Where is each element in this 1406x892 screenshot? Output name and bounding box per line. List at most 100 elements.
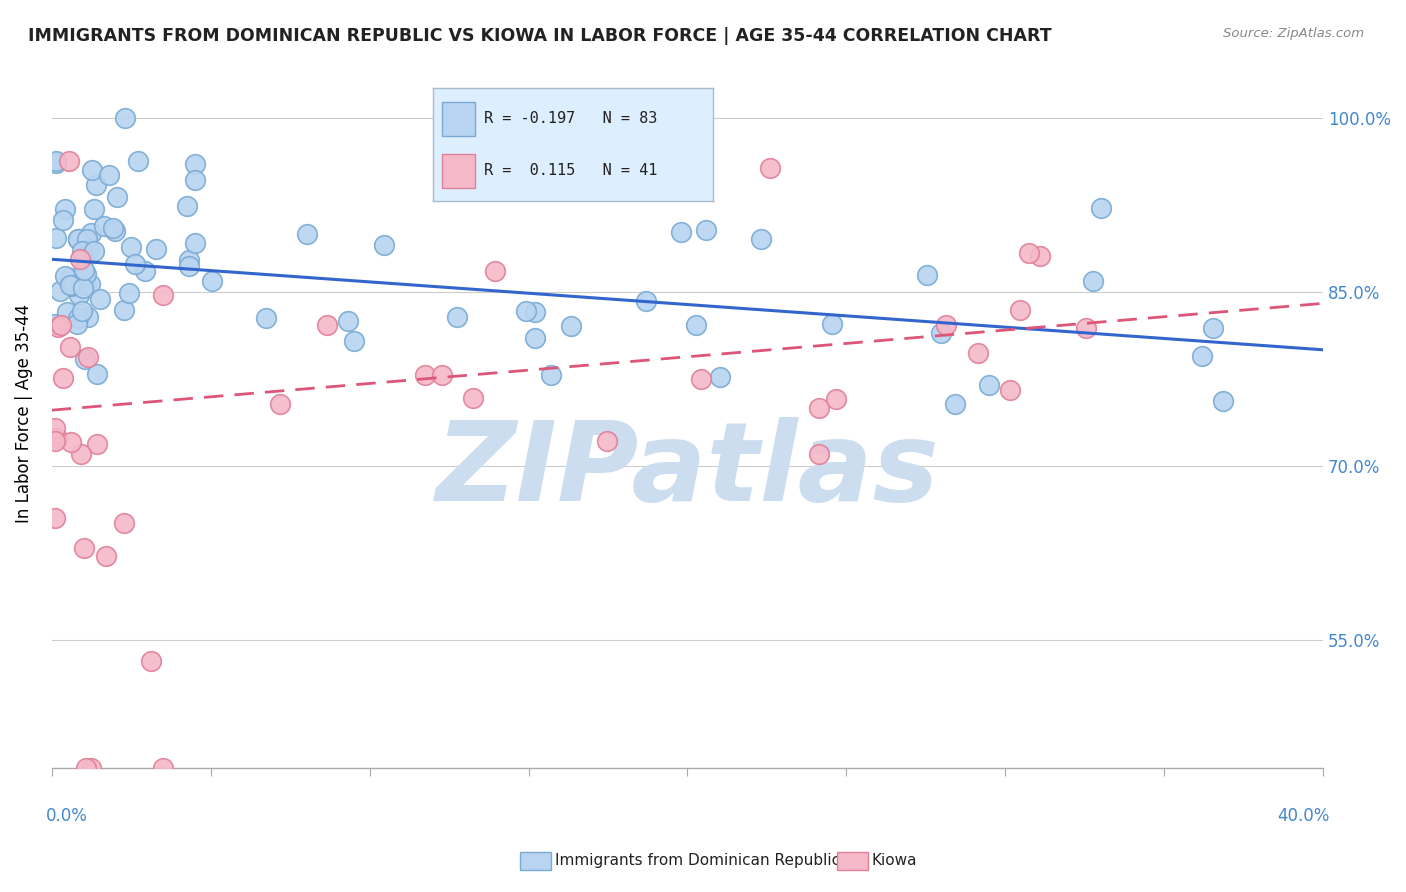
Point (62, 277, 84, 292)
Point (69, 252, 91, 267)
Point (484, 264, 506, 278)
Point (127, 153, 149, 168)
Point (75, 278, 97, 293)
Point (75, 267, 97, 281)
Point (45, 154, 67, 169)
Point (152, 761, 174, 775)
Point (80, 163, 103, 178)
Point (79, 277, 101, 291)
Point (66, 232, 89, 246)
Point (1018, 246, 1040, 260)
Point (430, 368, 453, 382)
Point (1191, 349, 1213, 363)
Point (124, 256, 146, 270)
Point (177, 259, 200, 273)
Point (184, 157, 207, 171)
Point (72, 303, 94, 318)
Point (758, 161, 780, 175)
Point (145, 242, 167, 256)
Point (44, 421, 66, 435)
Point (929, 326, 952, 341)
Point (373, 238, 395, 252)
Point (86, 367, 108, 381)
Point (83, 202, 105, 216)
Text: Source: ZipAtlas.com: Source: ZipAtlas.com (1223, 27, 1364, 40)
Point (998, 383, 1021, 397)
Point (120, 240, 142, 254)
Point (94, 549, 117, 564)
Point (179, 252, 201, 267)
Point (83, 244, 105, 259)
Point (77, 351, 100, 365)
Point (86, 437, 108, 451)
Point (1076, 321, 1098, 335)
Point (297, 227, 319, 242)
Point (55, 202, 77, 216)
Point (139, 654, 162, 668)
Text: Immigrants from Dominican Republic: Immigrants from Dominican Republic (555, 854, 841, 868)
Point (821, 317, 844, 331)
Point (53, 269, 76, 284)
Point (523, 331, 546, 345)
Point (45, 431, 67, 445)
Point (515, 303, 537, 318)
Point (98, 168, 121, 182)
Point (915, 268, 938, 283)
Point (943, 397, 966, 411)
Point (935, 318, 957, 332)
Point (66, 318, 89, 332)
Point (101, 221, 124, 235)
Point (114, 112, 136, 126)
Text: 40.0%: 40.0% (1277, 806, 1330, 824)
Point (118, 286, 141, 301)
Point (44, 434, 66, 449)
Point (685, 318, 707, 333)
Point (59, 271, 82, 285)
Point (540, 368, 562, 382)
Point (201, 274, 224, 288)
Point (72, 281, 94, 295)
Point (690, 372, 713, 386)
Point (634, 294, 657, 309)
Point (1083, 274, 1105, 288)
Point (59, 340, 82, 354)
Point (73, 352, 96, 367)
Point (67, 288, 90, 302)
Point (1010, 303, 1032, 318)
Point (49, 284, 72, 298)
Point (76, 310, 98, 324)
Point (807, 447, 830, 461)
Point (67, 310, 90, 325)
Point (1212, 393, 1234, 408)
Point (825, 392, 848, 406)
Point (55, 304, 77, 318)
Point (343, 334, 366, 348)
Point (84, 178, 107, 193)
Point (254, 311, 277, 326)
Point (413, 368, 436, 382)
Point (80, 761, 103, 775)
Point (73, 541, 96, 555)
Point (60, 279, 83, 293)
Point (523, 305, 546, 319)
Point (184, 236, 207, 251)
Point (337, 314, 360, 328)
Y-axis label: In Labor Force | Age 35-44: In Labor Force | Age 35-44 (15, 304, 32, 524)
Point (67, 232, 90, 246)
Point (134, 264, 156, 278)
Point (80, 226, 103, 240)
Point (184, 173, 207, 187)
Text: IMMIGRANTS FROM DOMINICAN REPUBLIC VS KIOWA IN LABOR FORCE | AGE 35-44 CORRELATI: IMMIGRANTS FROM DOMINICAN REPUBLIC VS KI… (28, 27, 1052, 45)
Point (48, 320, 70, 334)
Point (316, 318, 339, 333)
Point (59, 278, 82, 293)
Point (112, 516, 135, 530)
Point (1029, 249, 1052, 263)
Point (152, 287, 174, 301)
Point (45, 156, 67, 170)
Text: 0.0%: 0.0% (45, 806, 87, 824)
Point (749, 232, 772, 246)
Point (89, 292, 111, 306)
Point (1202, 321, 1225, 335)
Point (44, 510, 66, 524)
